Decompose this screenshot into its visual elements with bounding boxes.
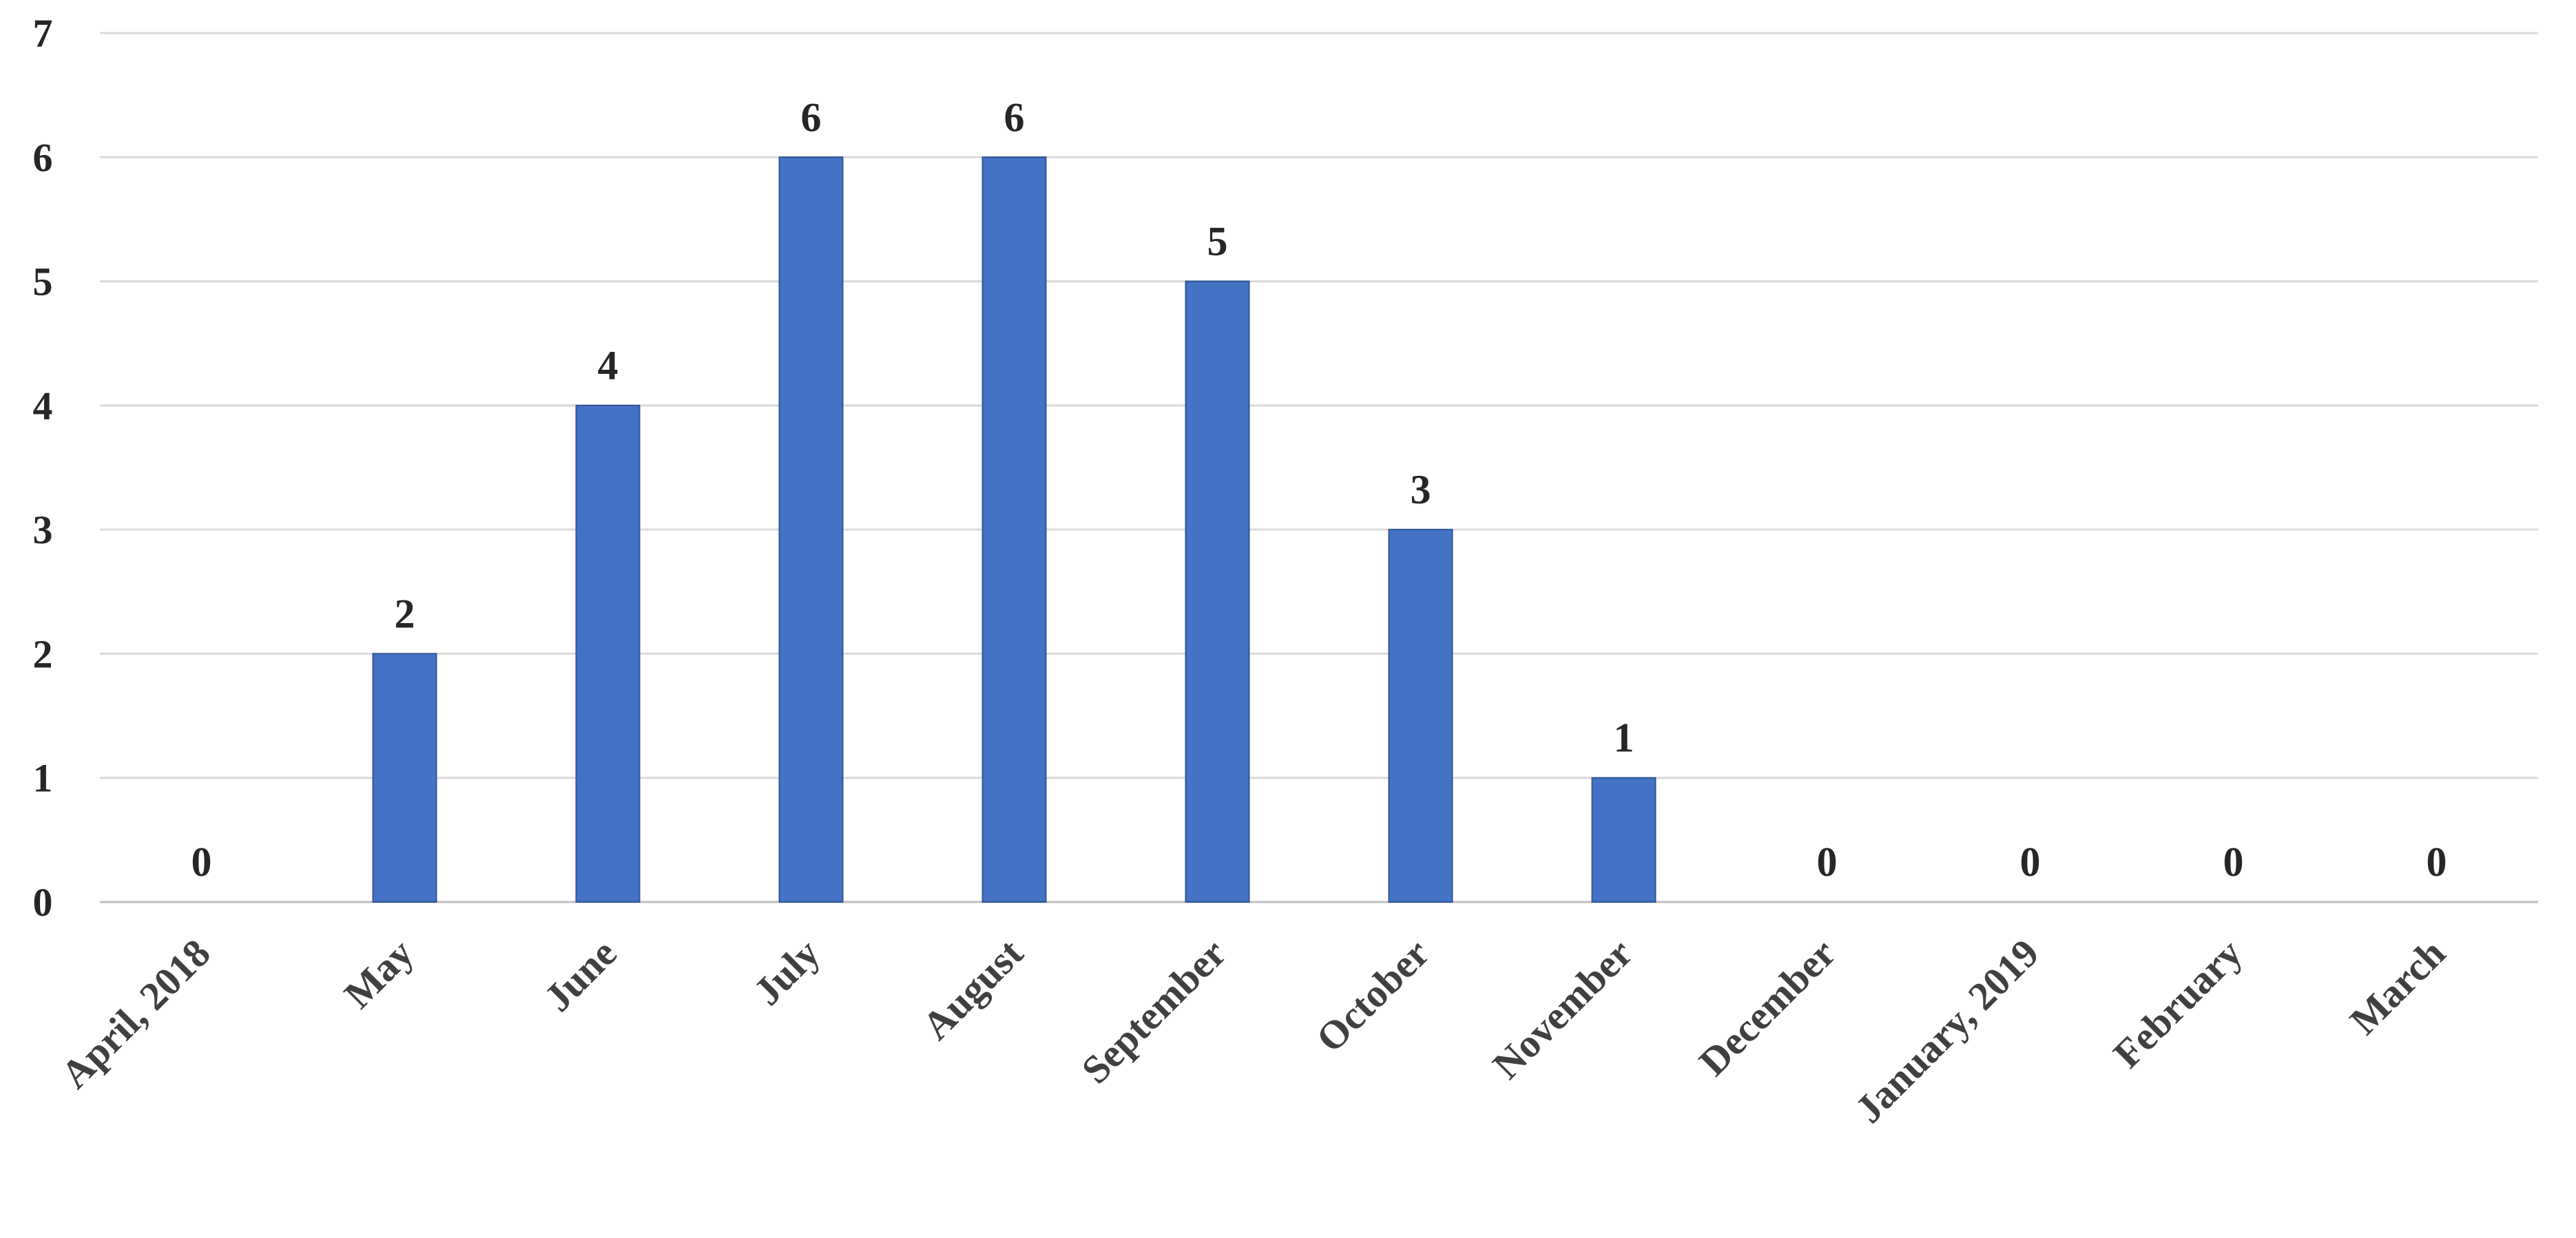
x-category-label: September <box>1073 930 1235 1092</box>
y-tick-label: 7 <box>33 11 53 56</box>
y-tick-label: 3 <box>33 507 53 552</box>
bar <box>778 156 844 903</box>
x-category-label: March <box>2341 930 2454 1043</box>
x-category-label: April, 2018 <box>52 930 219 1097</box>
x-category-label: May <box>335 930 422 1017</box>
y-tick-label: 6 <box>33 135 53 180</box>
data-label: 0 <box>2223 839 2244 885</box>
y-tick-label: 5 <box>33 260 53 304</box>
y-tick-label: 2 <box>33 631 53 676</box>
x-category-label: June <box>535 930 625 1020</box>
data-label: 2 <box>395 591 415 636</box>
x-category-label: October <box>1307 930 1437 1060</box>
data-label: 6 <box>801 94 822 140</box>
x-category-label: February <box>2104 930 2250 1076</box>
y-tick-label: 1 <box>33 756 53 801</box>
data-label: 6 <box>1004 94 1025 140</box>
data-label: 4 <box>598 343 619 388</box>
data-label: 0 <box>2020 839 2041 885</box>
x-category-label: July <box>745 930 829 1014</box>
bar <box>372 653 437 903</box>
data-label: 0 <box>1817 839 1838 885</box>
x-axis-categories: April, 2018 May June July August September Oct… <box>52 930 2454 1132</box>
x-category-label: December <box>1690 930 1845 1084</box>
x-category-label: January, 2019 <box>1847 930 2048 1131</box>
data-label: 1 <box>1614 715 1634 761</box>
y-tick-label: 0 <box>33 880 53 925</box>
data-label: 0 <box>2427 839 2447 885</box>
data-labels: 0 2 4 6 6 5 3 1 0 0 0 0 <box>191 94 2447 885</box>
bar <box>575 404 641 903</box>
bars <box>372 156 1656 903</box>
bar <box>1388 529 1453 903</box>
y-tick-label: 4 <box>33 384 53 428</box>
data-label: 0 <box>191 839 212 885</box>
bar <box>981 156 1047 903</box>
bar <box>1185 280 1250 903</box>
y-axis-ticks: 0 1 2 3 4 5 6 7 <box>33 11 53 925</box>
data-label: 3 <box>1411 467 1431 512</box>
bar <box>1591 777 1656 903</box>
x-category-label: August <box>913 930 1032 1049</box>
grid-lines <box>100 32 2538 903</box>
data-label: 5 <box>1207 219 1228 264</box>
x-category-label: November <box>1484 930 1641 1087</box>
